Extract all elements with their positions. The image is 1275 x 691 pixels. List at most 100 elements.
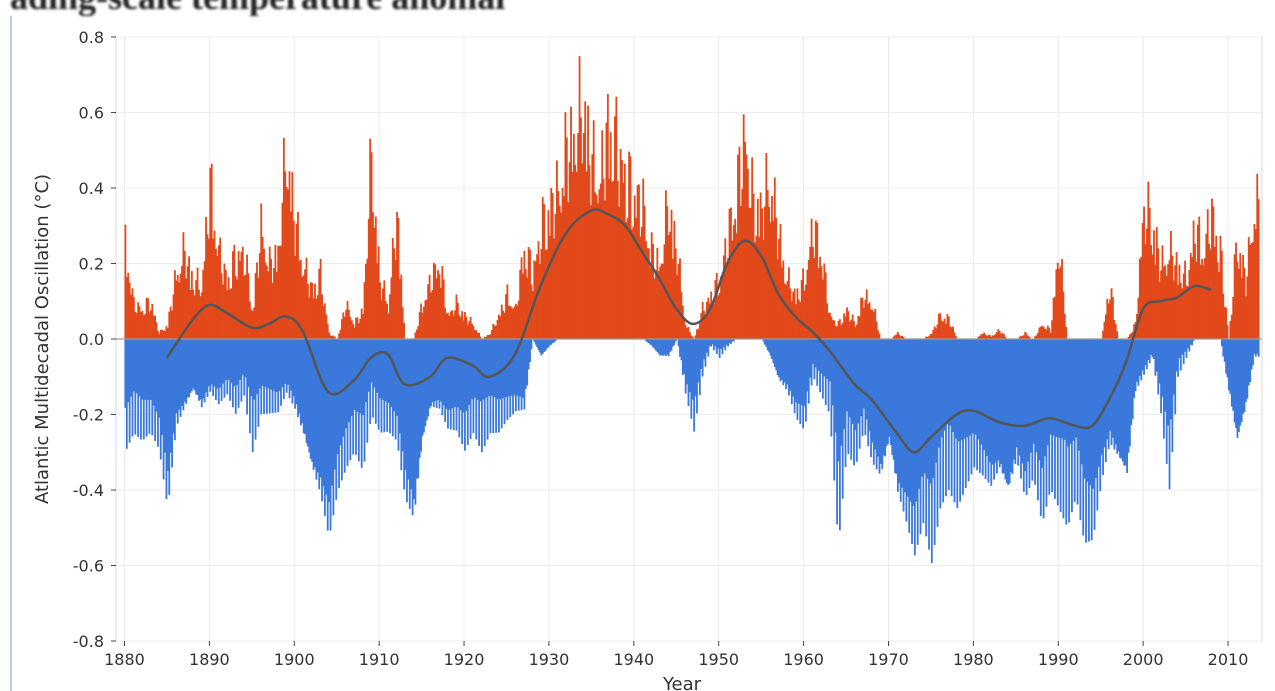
positive-bar bbox=[830, 316, 833, 339]
positive-bar bbox=[789, 288, 792, 339]
x-tick-label: 2000 bbox=[1123, 650, 1164, 669]
positive-bar bbox=[400, 274, 403, 339]
positive-bar bbox=[1112, 296, 1114, 339]
positive-bar bbox=[1051, 320, 1054, 339]
positive-bar bbox=[679, 258, 681, 339]
negative-bar bbox=[510, 339, 513, 396]
negative-bar bbox=[243, 339, 246, 396]
positive-bar bbox=[207, 238, 210, 339]
positive-bar bbox=[466, 324, 469, 339]
negative-bar bbox=[1086, 339, 1089, 482]
positive-bar bbox=[1246, 276, 1249, 339]
positive-bar bbox=[1000, 333, 1003, 339]
negative-bar bbox=[1121, 339, 1124, 462]
x-tick-label: 2010 bbox=[1208, 650, 1249, 669]
positive-bar bbox=[190, 271, 193, 339]
negative-bar bbox=[134, 339, 137, 435]
positive-bar bbox=[142, 315, 145, 339]
negative-bar bbox=[1236, 339, 1239, 438]
positive-bar bbox=[1022, 335, 1025, 339]
positive-bar bbox=[1208, 243, 1211, 339]
positive-bar bbox=[1151, 254, 1154, 339]
positive-bar bbox=[147, 298, 149, 339]
negative-bar bbox=[896, 339, 899, 492]
positive-bar bbox=[686, 328, 688, 339]
negative-bar bbox=[1247, 339, 1250, 386]
negative-bar bbox=[396, 339, 398, 416]
negative-bar bbox=[1069, 339, 1072, 444]
positive-bar bbox=[257, 277, 260, 339]
negative-bar bbox=[479, 339, 482, 402]
positive-bar bbox=[838, 319, 841, 339]
negative-bar bbox=[775, 339, 778, 371]
negative-bar bbox=[1058, 339, 1061, 438]
negative-bar bbox=[217, 339, 220, 405]
positive-bar bbox=[128, 282, 131, 339]
negative-bar bbox=[1250, 339, 1253, 370]
negative-bar bbox=[861, 339, 864, 436]
negative-bar bbox=[1078, 339, 1080, 451]
positive-bar bbox=[616, 180, 619, 339]
negative-bar bbox=[874, 339, 877, 450]
negative-bar bbox=[345, 339, 348, 429]
positive-bar bbox=[234, 276, 237, 339]
negative-bar bbox=[536, 339, 539, 348]
positive-bar bbox=[1062, 291, 1065, 339]
negative-bar bbox=[891, 339, 894, 455]
negative-bar bbox=[445, 339, 448, 409]
negative-bar bbox=[349, 339, 352, 461]
negative-bar bbox=[162, 339, 165, 480]
negative-bar bbox=[1072, 339, 1075, 441]
negative-bar bbox=[857, 339, 860, 424]
positive-bar bbox=[868, 302, 871, 339]
positive-bar bbox=[346, 301, 349, 339]
negative-bar bbox=[923, 339, 926, 474]
positive-bar bbox=[236, 279, 239, 339]
negative-bar bbox=[527, 339, 530, 370]
negative-bar bbox=[778, 339, 780, 378]
positive-bar bbox=[383, 280, 386, 339]
negative-bar bbox=[350, 339, 353, 416]
positive-bar bbox=[581, 163, 584, 339]
negative-bar bbox=[672, 339, 674, 347]
negative-bar bbox=[273, 339, 275, 391]
negative-bar bbox=[1039, 339, 1042, 517]
negative-bar bbox=[394, 339, 397, 440]
negative-bar bbox=[718, 339, 721, 358]
positive-bar bbox=[720, 276, 722, 339]
negative-bar bbox=[224, 339, 227, 381]
negative-bar bbox=[826, 339, 829, 380]
negative-bar bbox=[176, 339, 179, 424]
negative-bar bbox=[645, 339, 647, 342]
negative-bar bbox=[1038, 339, 1041, 461]
positive-bar bbox=[212, 238, 215, 339]
negative-bar bbox=[285, 339, 288, 393]
positive-bar bbox=[612, 180, 615, 339]
negative-bar bbox=[1138, 339, 1141, 377]
negative-bar bbox=[902, 339, 905, 512]
positive-bar bbox=[895, 334, 898, 339]
negative-bar bbox=[387, 339, 390, 403]
negative-bar bbox=[714, 339, 717, 347]
y-tick-label: -0.8 bbox=[73, 632, 104, 651]
positive-bar bbox=[990, 336, 993, 339]
negative-bar bbox=[683, 339, 686, 374]
negative-bar bbox=[442, 339, 445, 406]
positive-bar bbox=[1178, 264, 1181, 339]
negative-bar bbox=[994, 339, 997, 463]
negative-bar bbox=[1082, 339, 1085, 536]
positive-bar bbox=[195, 280, 198, 339]
negative-bar bbox=[465, 339, 468, 411]
positive-bar bbox=[773, 177, 776, 339]
positive-bar bbox=[230, 288, 233, 339]
negative-bar bbox=[694, 339, 697, 397]
positive-bar bbox=[1107, 303, 1110, 339]
negative-bar bbox=[547, 339, 550, 348]
x-tick-label: 1880 bbox=[104, 650, 145, 669]
positive-bar bbox=[564, 112, 567, 339]
positive-bar bbox=[732, 225, 735, 339]
negative-bar bbox=[435, 339, 438, 408]
negative-bar bbox=[663, 339, 666, 355]
negative-bar bbox=[233, 339, 236, 387]
negative-bar bbox=[779, 339, 782, 382]
